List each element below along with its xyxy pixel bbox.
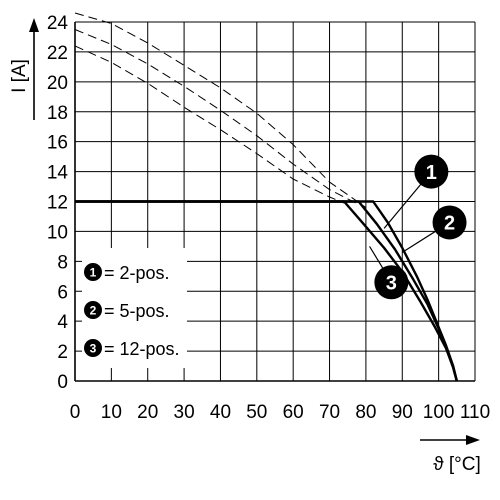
series-line-3-solid <box>75 200 458 382</box>
y-tick-label: 6 <box>57 282 68 303</box>
x-axis-arrow <box>420 435 480 445</box>
badge-number: 3 <box>386 272 397 294</box>
y-axis-arrow <box>29 18 39 120</box>
badge-number: 3 <box>90 341 97 355</box>
x-tick-label: 90 <box>392 402 413 423</box>
badge-number: 1 <box>90 265 97 279</box>
x-tick-label: 10 <box>101 402 122 423</box>
badge-number: 2 <box>90 303 97 317</box>
y-tick-label: 12 <box>47 193 68 214</box>
y-tick-label: 2 <box>57 342 68 363</box>
x-tick-label: 110 <box>460 402 490 423</box>
y-axis-title: I [A] <box>9 59 30 93</box>
y-tick-label: 8 <box>57 252 68 273</box>
series-lines <box>74 12 458 382</box>
x-tick-label: 70 <box>319 402 340 423</box>
y-tick-label: 4 <box>57 312 68 333</box>
y-tick-label: 20 <box>47 73 68 94</box>
x-axis-title: ϑ [°C] <box>433 454 481 475</box>
badge-circle <box>414 154 449 189</box>
legend-label: = 2-pos. <box>104 263 170 283</box>
badge-circle <box>84 339 102 357</box>
x-tick-label: 50 <box>246 402 267 423</box>
x-tick-label: 0 <box>70 402 81 423</box>
badge-circle <box>374 265 409 300</box>
x-tick-label: 40 <box>210 402 231 423</box>
grid <box>74 21 476 382</box>
callouts: 1 2 3 <box>369 154 467 300</box>
badge-number: 2 <box>444 213 455 235</box>
y-tick-label: 10 <box>47 222 68 243</box>
x-tick-label: 80 <box>355 402 376 423</box>
y-tick-label: 14 <box>47 163 69 184</box>
y-tick-label: 0 <box>57 372 68 393</box>
y-tick-label: 22 <box>47 43 68 64</box>
legend: 1 = 2-pos. 2 = 5-pos. 3 = 12-pos. <box>82 248 187 368</box>
series-line-2-dashed <box>74 29 359 205</box>
series-line-3-dashed <box>74 45 345 204</box>
badge-number: 1 <box>426 162 437 184</box>
x-tick-label: 30 <box>174 402 195 423</box>
legend-label: = 5-pos. <box>104 301 170 321</box>
x-tick-label: 20 <box>137 402 158 423</box>
legend-label: = 12-pos. <box>104 339 180 359</box>
y-tick-label: 16 <box>47 133 68 154</box>
badge-circle <box>84 301 102 319</box>
badge-circle <box>84 263 102 281</box>
y-tick-label: 24 <box>47 13 69 34</box>
y-tick-label: 18 <box>47 103 68 124</box>
x-tick-label: 100 <box>423 402 455 423</box>
x-tick-labels: 0 10 20 30 40 50 60 70 80 90 100 110 <box>70 402 490 423</box>
badge-circle <box>432 205 467 240</box>
x-tick-label: 60 <box>283 402 304 423</box>
